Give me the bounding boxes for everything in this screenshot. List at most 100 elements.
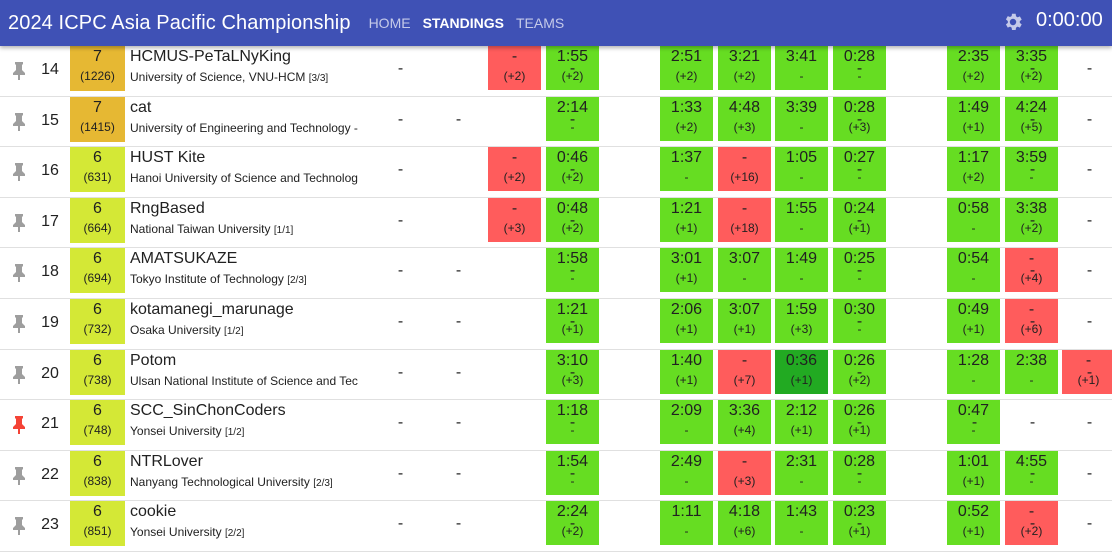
team-cell[interactable]: cat University of Engineering and Technol… bbox=[130, 99, 370, 135]
team-name: cookie bbox=[130, 503, 177, 521]
problem-cell[interactable]: 2:09 - bbox=[660, 400, 713, 445]
problem-cell[interactable]: 0:25- bbox=[833, 248, 886, 293]
problem-cell[interactable]: 1:40 (+1) bbox=[660, 349, 713, 394]
university-name: Ulsan National Institute of Science and … bbox=[130, 373, 358, 388]
problem-cell[interactable]: 1:05 - bbox=[775, 147, 828, 192]
problem-cell[interactable]: 0:23 (+1) bbox=[833, 501, 886, 546]
problem-cell[interactable]: 0:47- bbox=[947, 400, 1000, 445]
problem-cell[interactable]: - (+4) bbox=[1005, 248, 1058, 293]
problem-cell[interactable]: 0:49 (+1) bbox=[947, 298, 1000, 343]
problem-cell[interactable]: 2:31 - bbox=[775, 450, 828, 495]
problem-cell[interactable]: 3:59- bbox=[1005, 147, 1058, 192]
problem-cell[interactable]: 0:52 (+1) bbox=[947, 501, 1000, 546]
problem-cell[interactable]: 0:28 (+3) bbox=[833, 96, 886, 141]
team-cell[interactable]: AMATSUKAZE Tokyo Institute of Technology … bbox=[130, 250, 370, 286]
problem-cell[interactable]: 1:49 (+1) bbox=[947, 96, 1000, 141]
problem-cell[interactable]: 1:54- bbox=[546, 450, 599, 495]
problem-cell[interactable]: 1:21 (+1) bbox=[660, 197, 713, 242]
problem-cell[interactable]: 2:35 (+2) bbox=[947, 46, 1000, 90]
problem-cell[interactable]: 2:12 (+1) bbox=[775, 400, 828, 445]
problem-cell[interactable]: 1:55 (+2) bbox=[546, 46, 599, 90]
team-cell[interactable]: HCMUS-PeTaLNyKing University of Science, … bbox=[130, 48, 370, 84]
team-cell[interactable]: RngBased National Taiwan University [1/1] bbox=[130, 200, 370, 236]
problem-cell[interactable]: - (+6) bbox=[1005, 298, 1058, 343]
pin-icon[interactable] bbox=[11, 212, 27, 232]
pin-icon[interactable] bbox=[11, 515, 27, 536]
problem-cell[interactable]: 0:58 - bbox=[947, 197, 1000, 242]
problem-cell[interactable]: 0:54 - bbox=[947, 248, 1000, 293]
problem-cell[interactable]: 1:18- bbox=[546, 400, 599, 445]
problem-cell[interactable]: 1:28 - bbox=[947, 349, 1000, 394]
problem-cell[interactable]: 3:10 (+3) bbox=[546, 349, 599, 394]
problem-cell[interactable]: - (+7) bbox=[718, 349, 771, 394]
problem-cell[interactable]: 3:36 (+4) bbox=[718, 400, 771, 445]
nav-standings[interactable]: STANDINGS bbox=[422, 15, 504, 31]
problem-cell[interactable]: 0:28- bbox=[833, 46, 886, 90]
team-cell[interactable]: NTRLover Nanyang Technological University… bbox=[130, 453, 370, 489]
gear-icon[interactable] bbox=[1002, 11, 1024, 33]
problem-cell[interactable]: 0:26 (+1) bbox=[833, 400, 886, 445]
problem-cell[interactable]: 1:17 (+2) bbox=[947, 147, 1000, 192]
problem-cell[interactable]: 0:27- bbox=[833, 147, 886, 192]
problem-cell[interactable]: 1:01 (+1) bbox=[947, 450, 1000, 495]
pin-icon[interactable] bbox=[11, 161, 27, 182]
team-cell[interactable]: cookie Yonsei University [2/2] bbox=[130, 503, 370, 539]
problem-cell[interactable]: 3:39 - bbox=[775, 96, 828, 141]
problem-cell[interactable]: 3:35 (+2) bbox=[1005, 46, 1058, 90]
problem-cell[interactable]: - (+3) bbox=[488, 197, 541, 242]
pin-icon[interactable] bbox=[11, 364, 27, 384]
team-cell[interactable]: kotamanegi_marunage Osaka University [1/2… bbox=[130, 301, 370, 337]
problem-cell[interactable]: 3:21 (+2) bbox=[718, 46, 771, 90]
problem-cell[interactable]: - (+2) bbox=[488, 147, 541, 192]
problem-cell[interactable]: 2:24 (+2) bbox=[546, 501, 599, 546]
problem-cell[interactable]: 1:21 (+1) bbox=[546, 298, 599, 343]
problem-cell[interactable]: 1:55 - bbox=[775, 197, 828, 242]
problem-attempts: (+2) bbox=[962, 170, 985, 185]
problem-cell[interactable]: 0:24 (+1) bbox=[833, 197, 886, 242]
problem-cell[interactable]: 4:48 (+3) bbox=[718, 96, 771, 141]
problem-cell[interactable]: - (+3) bbox=[718, 450, 771, 495]
problem-cell[interactable]: 0:36 (+1) bbox=[775, 349, 828, 394]
team-cell[interactable]: HUST Kite Hanoi University of Science and… bbox=[130, 149, 370, 185]
problem-cell[interactable]: 1:43 - bbox=[775, 501, 828, 546]
problem-cell[interactable]: 2:14- bbox=[546, 96, 599, 141]
nav-home[interactable]: HOME bbox=[368, 15, 411, 31]
pin-icon[interactable] bbox=[11, 313, 27, 333]
problem-cell[interactable]: - (+1) bbox=[1062, 349, 1112, 394]
pin-icon[interactable] bbox=[11, 262, 27, 283]
problem-cell[interactable]: 0:30- bbox=[833, 298, 886, 343]
problem-cell[interactable]: 1:33 (+2) bbox=[660, 96, 713, 141]
problem-cell[interactable]: 3:01 (+1) bbox=[660, 248, 713, 293]
problem-cell[interactable]: 4:24 (+5) bbox=[1005, 96, 1058, 141]
problem-cell[interactable]: - (+2) bbox=[1005, 501, 1058, 546]
problem-cell[interactable]: 0:48 (+2) bbox=[546, 197, 599, 242]
problem-cell[interactable]: 1:59 (+3) bbox=[775, 298, 828, 343]
problem-cell[interactable]: 4:55- bbox=[1005, 450, 1058, 495]
pin-icon[interactable] bbox=[11, 414, 27, 435]
problem-cell[interactable]: 1:58- bbox=[546, 248, 599, 293]
team-cell[interactable]: SCC_SinChonCoders Yonsei University [1/2] bbox=[130, 402, 370, 438]
problem-cell[interactable]: - (+16) bbox=[718, 147, 771, 192]
problem-cell[interactable]: 2:49 - bbox=[660, 450, 713, 495]
problem-cell[interactable]: 0:46 (+2) bbox=[546, 147, 599, 192]
team-cell[interactable]: Potom Ulsan National Institute of Science… bbox=[130, 352, 370, 388]
problem-cell[interactable]: - (+18) bbox=[718, 197, 771, 242]
problem-cell[interactable]: 1:37 - bbox=[660, 147, 713, 192]
problem-cell[interactable]: 0:26 (+2) bbox=[833, 349, 886, 394]
problem-cell[interactable]: - (+2) bbox=[488, 46, 541, 90]
problem-cell[interactable]: 3:41 - bbox=[775, 46, 828, 90]
problem-cell[interactable]: 1:49 - bbox=[775, 248, 828, 293]
problem-cell[interactable]: 2:06 (+1) bbox=[660, 298, 713, 343]
nav-teams[interactable]: TEAMS bbox=[515, 15, 565, 31]
pin-icon[interactable] bbox=[11, 111, 27, 131]
problem-cell[interactable]: 3:07 - bbox=[718, 248, 771, 293]
problem-cell[interactable]: 3:07 (+1) bbox=[718, 298, 771, 343]
problem-cell[interactable]: 0:28- bbox=[833, 450, 886, 495]
problem-cell[interactable]: 2:51 (+2) bbox=[660, 46, 713, 90]
problem-cell[interactable]: 4:18 (+6) bbox=[718, 501, 771, 546]
pin-icon[interactable] bbox=[11, 60, 27, 80]
problem-cell[interactable]: 1:11 - bbox=[660, 501, 713, 546]
problem-cell[interactable]: 3:38 (+2) bbox=[1005, 197, 1058, 242]
problem-cell[interactable]: 2:38 - bbox=[1005, 349, 1058, 394]
pin-icon[interactable] bbox=[11, 465, 27, 485]
